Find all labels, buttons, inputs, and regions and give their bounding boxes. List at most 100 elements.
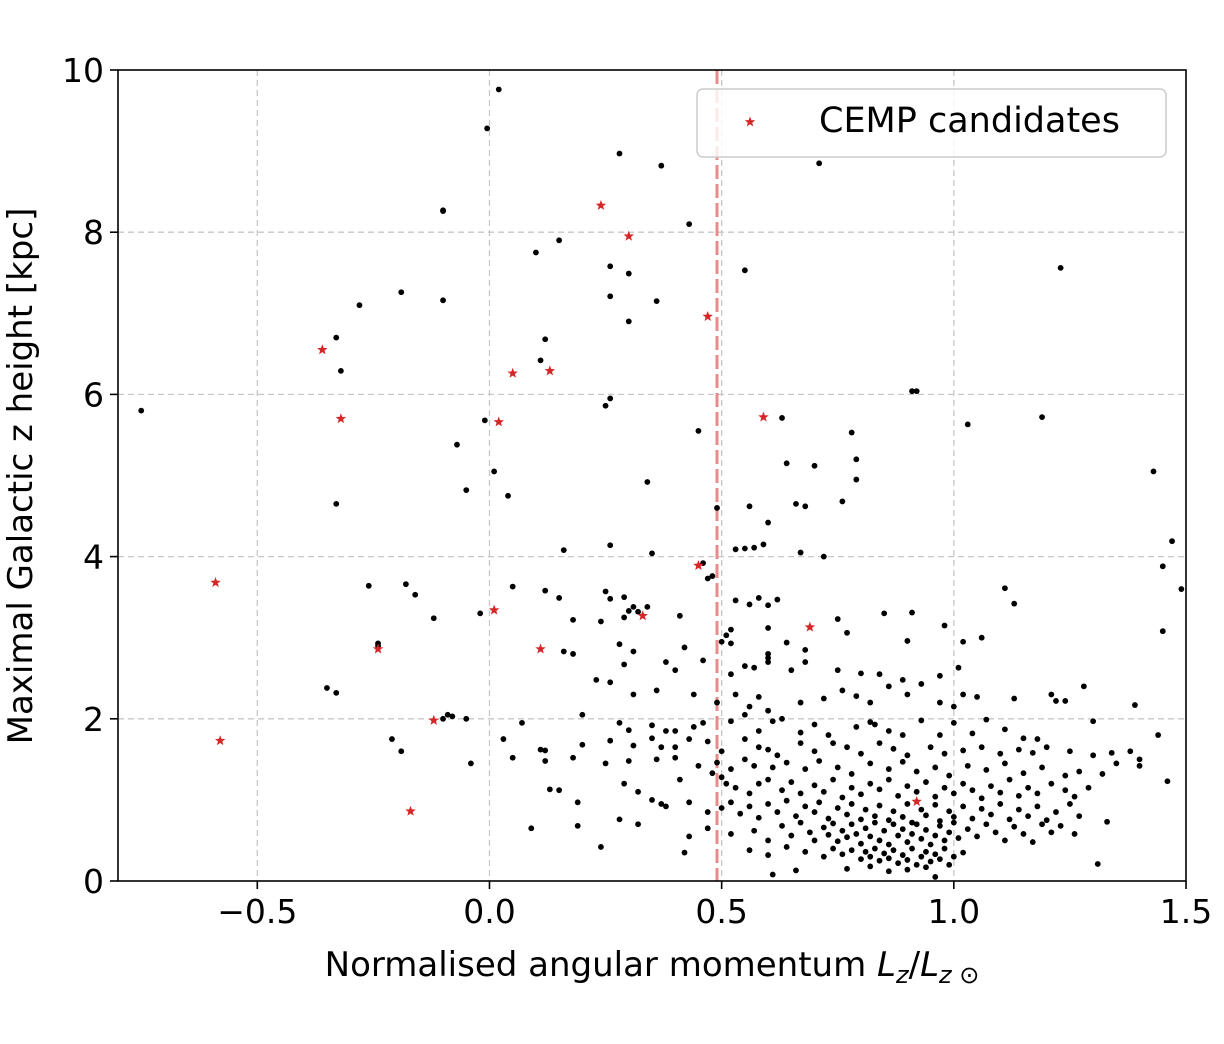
data-point [1108, 749, 1115, 756]
data-point [649, 735, 655, 742]
data-point [1034, 736, 1041, 742]
cemp-star-point [405, 805, 416, 816]
data-point [1099, 771, 1106, 777]
data-point [923, 827, 929, 833]
data-point [741, 711, 748, 718]
data-point [690, 691, 697, 698]
data-point [844, 834, 850, 841]
data-point [723, 780, 730, 787]
data-point [941, 784, 948, 791]
data-point [1015, 746, 1022, 753]
data-point [1043, 817, 1050, 824]
data-point [755, 780, 762, 787]
data-point [853, 476, 860, 483]
data-point [1015, 806, 1022, 813]
data-point [816, 799, 823, 806]
data-point [746, 803, 753, 810]
data-point [760, 541, 767, 548]
data-point [1011, 823, 1018, 830]
data-point [969, 787, 976, 794]
data-point [755, 814, 762, 821]
data-point [936, 818, 943, 824]
data-point [1136, 762, 1143, 769]
data-point [871, 721, 878, 728]
data-point [741, 267, 748, 274]
data-point [1039, 414, 1045, 421]
data-point [848, 784, 855, 791]
data-point [625, 270, 632, 277]
data-point [941, 845, 948, 852]
data-point [950, 703, 957, 710]
data-point [695, 427, 702, 434]
data-point [881, 827, 888, 834]
data-point [365, 582, 372, 589]
data-point [825, 831, 832, 838]
data-point [923, 779, 929, 785]
data-point [463, 487, 470, 493]
cemp-star-point [544, 365, 556, 376]
y-tick-label: 8 [83, 213, 104, 252]
cemp-star-point [637, 610, 648, 621]
data-point [728, 640, 734, 647]
cemp-star-point [210, 577, 221, 587]
data-point [579, 741, 586, 748]
data-point [398, 289, 405, 296]
data-point [946, 829, 953, 836]
cemp-star-point [372, 643, 384, 654]
data-point [885, 868, 892, 875]
data-point [858, 791, 864, 798]
data-point [649, 797, 655, 803]
data-point [867, 699, 874, 706]
data-point [505, 492, 511, 499]
data-point [1002, 726, 1008, 733]
data-point [1094, 861, 1101, 867]
data-point [927, 744, 934, 751]
data-point [751, 762, 758, 769]
data-point [806, 829, 813, 836]
data-point [481, 417, 488, 424]
data-point [941, 750, 948, 757]
data-point [700, 657, 706, 664]
data-point [1011, 600, 1018, 607]
data-point [746, 601, 753, 608]
data-point [862, 848, 869, 855]
data-point [324, 685, 330, 691]
data-point [876, 857, 883, 864]
data-point [463, 715, 470, 722]
data-point [746, 847, 753, 854]
data-point [741, 663, 748, 669]
data-point [816, 758, 823, 764]
data-point [881, 610, 888, 617]
data-point [834, 667, 841, 674]
data-point [676, 612, 683, 619]
data-point [848, 771, 855, 777]
data-point [797, 729, 804, 736]
data-point [997, 750, 1004, 757]
data-point [746, 703, 753, 710]
data-point [765, 655, 771, 661]
data-point [718, 774, 725, 781]
data-point [602, 402, 609, 409]
data-point [955, 664, 962, 671]
data-point [783, 460, 790, 467]
data-point [978, 805, 985, 812]
data-point [1076, 768, 1083, 775]
data-point [844, 629, 850, 636]
data-point [1127, 748, 1134, 755]
data-point [509, 583, 516, 590]
data-point [732, 691, 739, 698]
data-point [621, 780, 628, 787]
data-point [449, 713, 456, 720]
data-point [839, 687, 846, 694]
data-point [969, 815, 976, 822]
data-point [732, 597, 739, 604]
data-point [904, 857, 911, 863]
data-point [625, 727, 632, 734]
data-point [890, 808, 897, 815]
data-point [1029, 839, 1036, 845]
data-point [797, 740, 804, 747]
data-point [333, 689, 340, 696]
data-point [491, 468, 498, 475]
data-point [1080, 683, 1087, 690]
data-point [1048, 780, 1055, 787]
